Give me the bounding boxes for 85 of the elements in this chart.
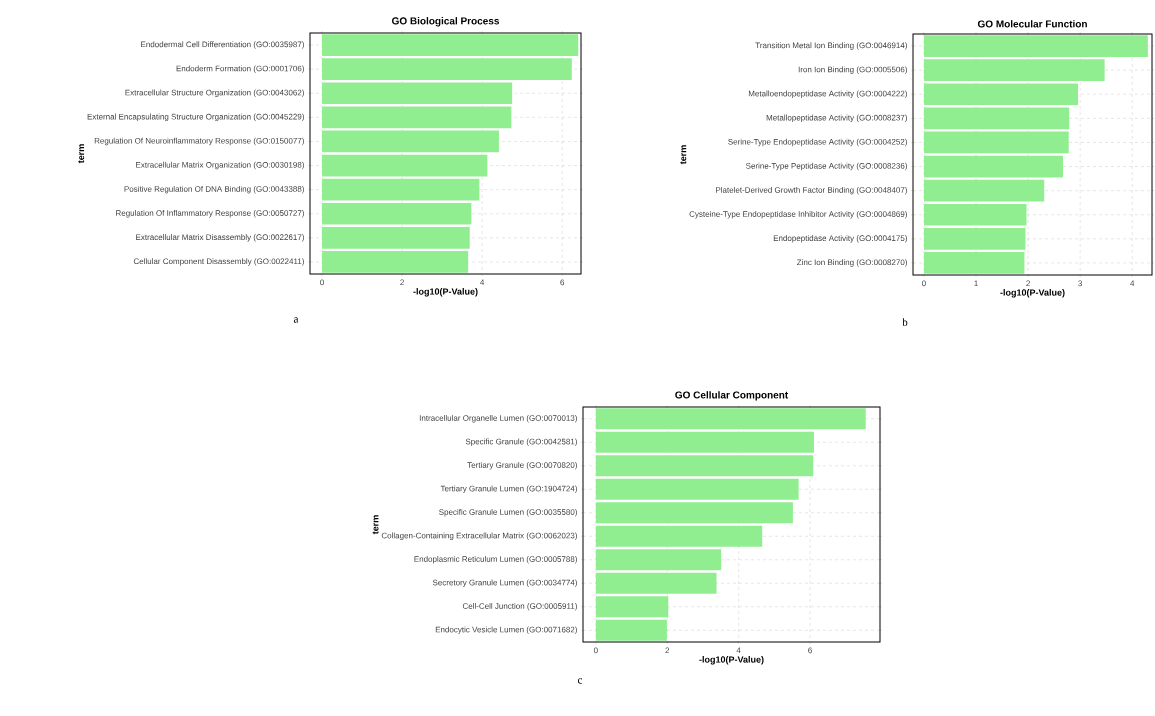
x-axis-title: -log10(P-Value) (699, 656, 764, 665)
text: b (902, 318, 908, 326)
bar (923, 131, 1069, 154)
bar (322, 154, 488, 177)
x-axis-title: -log10(P-Value) (413, 288, 478, 297)
bar (322, 202, 472, 225)
bar (322, 34, 579, 56)
bar (595, 572, 717, 594)
x-tick-label: 3 (1078, 280, 1083, 287)
bar (322, 130, 499, 153)
y-tick-label: Tertiary Granule Lumen (GO:1904724) (440, 485, 577, 493)
x-tick-label: 2 (1026, 280, 1030, 287)
y-tick-label: Specific Granule Lumen (GO:0035580) (439, 509, 577, 517)
y-tick-label: Specific Granule (GO:0042581) (465, 438, 577, 446)
bar (923, 59, 1105, 81)
y-tick-label: Serine-Type Endopeptidase Activity (GO:0004252) (728, 138, 907, 147)
bar (595, 408, 866, 430)
y-tick-label: Cellular Component Disassembly (GO:0022411) (133, 258, 304, 266)
bar (595, 455, 814, 477)
y-tick-label: Metallopeptidase Activity (GO:0008237) (766, 114, 907, 123)
y-tick-label: Cell-Cell Junction (GO:0005911) (462, 603, 577, 611)
bar (923, 179, 1045, 202)
y-axis-title: term (680, 145, 687, 165)
bar (322, 106, 512, 129)
y-tick-label: Tertiary Granule (GO:0070820) (467, 462, 577, 470)
x-tick-label: 0 (922, 280, 926, 287)
x-tick-label: 2 (665, 647, 670, 654)
text: c (577, 678, 583, 684)
bar (595, 619, 667, 641)
bar (923, 228, 1026, 250)
y-tick-label: Iron Ion Binding (GO:0005506) (798, 66, 907, 74)
text: a (293, 317, 299, 323)
bar (595, 525, 763, 547)
y-tick-label: Transition Metal Ion Binding (GO:0046914) (755, 42, 907, 50)
x-tick-label: 1 (974, 280, 978, 287)
y-tick-label: Zinc Ion Binding (GO:0008270) (797, 259, 907, 267)
y-axis-title: term (78, 144, 85, 164)
x-tick-label: 4 (480, 279, 485, 286)
bar (322, 251, 469, 273)
x-tick-label: 0 (320, 279, 324, 286)
bar (923, 83, 1079, 106)
y-tick-label: Extracellular Matrix Disassembly (GO:0022617) (136, 234, 304, 242)
y-tick-label: Collagen-Containing Extracellular Matrix (GO:0062023) (381, 532, 577, 540)
x-tick-label: 2 (400, 279, 404, 286)
bar (923, 252, 1025, 274)
chart-title: GO Cellular Component (675, 391, 789, 401)
y-tick-label: Intracellular Organelle Lumen (GO:0070013) (419, 415, 577, 423)
x-tick-label: 6 (808, 647, 812, 654)
x-tick-label: 4 (1130, 280, 1135, 287)
bar (595, 549, 722, 571)
bar (923, 203, 1027, 226)
y-tick-label: Regulation Of Inflammatory Response (GO:0050727) (116, 210, 304, 218)
y-tick-label: Endoderm Formation (GO:0001706) (176, 65, 304, 73)
y-tick-label: Serine-Type Peptidase Activity (GO:0008236) (745, 162, 907, 171)
x-tick-label: 0 (593, 647, 598, 654)
y-tick-label: Extracellular Matrix Organization (GO:0030198) (136, 161, 304, 170)
y-tick-label: Endoplasmic Reticulum Lumen (GO:0005788) (414, 556, 577, 564)
bar (595, 596, 669, 618)
chart-title: GO Biological Process (392, 17, 500, 27)
y-tick-label: Extracellular Structure Organization (GO:0043062) (125, 89, 304, 97)
y-tick-label: External Encapsulating Structure Organization (GO:0045229) (87, 113, 304, 122)
bar (595, 431, 814, 453)
y-tick-label: Platelet-Derived Growth Factor Binding (GO:0048407) (716, 186, 907, 195)
chart-title: GO Molecular Function (977, 20, 1087, 28)
bar (322, 178, 480, 201)
bar (923, 107, 1070, 130)
y-tick-label: Metalloendopeptidase Activity (GO:0004222) (748, 90, 907, 98)
y-tick-label: Positive Regulation Of DNA Binding (GO:0043388) (124, 185, 304, 194)
bar (322, 82, 513, 105)
y-tick-label: Cysteine-Type Endopeptidase Inhibitor Activity (GO:0004869) (689, 211, 907, 219)
bar (595, 478, 799, 500)
bar (923, 35, 1148, 57)
y-tick-label: Endopeptidase Activity (GO:0004175) (773, 235, 907, 243)
y-tick-label: Endodermal Cell Differentiation (GO:0035987) (141, 41, 304, 49)
x-axis-title: -log10(P-Value) (1000, 289, 1065, 298)
bar (322, 227, 470, 249)
y-axis-title: term (372, 515, 379, 535)
bar (322, 58, 572, 80)
bar (923, 155, 1063, 178)
bar (595, 502, 793, 524)
y-tick-label: Secretory Granule Lumen (GO:0034774) (432, 579, 577, 587)
y-tick-label: Regulation Of Neuroinflammatory Response (GO:0150077) (94, 137, 304, 146)
x-tick-label: 4 (736, 647, 741, 654)
x-tick-label: 6 (560, 279, 565, 286)
y-tick-label: Endocytic Vesicle Lumen (GO:0071682) (435, 626, 577, 634)
